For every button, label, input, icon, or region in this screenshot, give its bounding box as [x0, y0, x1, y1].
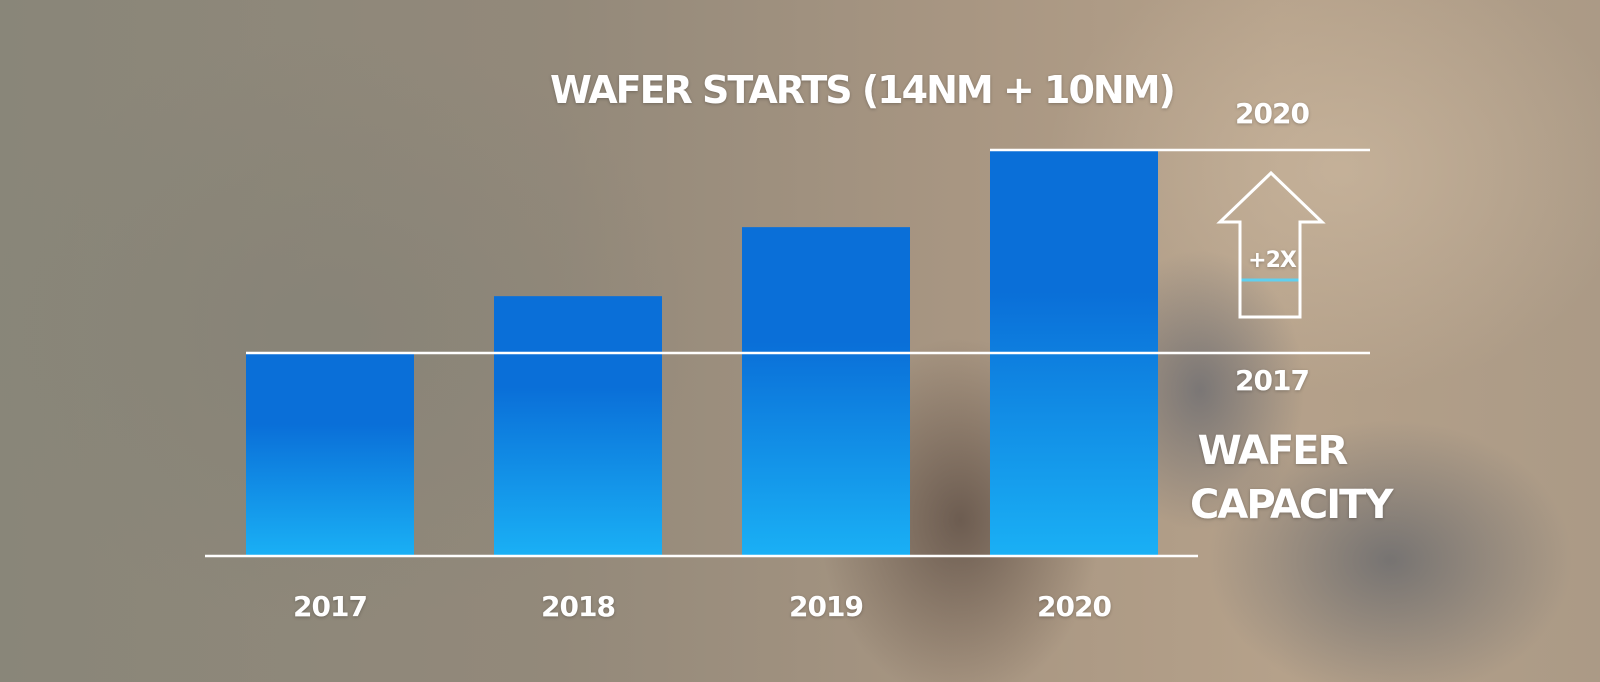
bar-2017 [246, 353, 414, 556]
reference-label-2017: 2017 [1235, 364, 1310, 397]
x-tick-2017: 2017 [293, 590, 368, 623]
x-tick-2018: 2018 [541, 590, 616, 623]
reference-lines-group [205, 148, 1370, 558]
arrow-outline [1216, 170, 1326, 319]
growth-label: +2X [1248, 248, 1297, 273]
chart-title: WAFER STARTS (14NM + 10NM) [550, 68, 1176, 112]
x-tick-2019: 2019 [789, 590, 864, 623]
bars-group [246, 150, 1158, 556]
wafer-capacity-label-line2: CAPACITY [1190, 482, 1393, 528]
bar-2019 [742, 227, 910, 556]
wafer-capacity-label-line1: WAFER [1197, 428, 1349, 474]
x-tick-2020: 2020 [1037, 590, 1112, 623]
arrow-fill-level [1238, 278, 1302, 319]
reference-label-2020: 2020 [1235, 97, 1310, 130]
bar-2018 [494, 296, 662, 556]
growth-arrow-icon [1216, 170, 1326, 319]
